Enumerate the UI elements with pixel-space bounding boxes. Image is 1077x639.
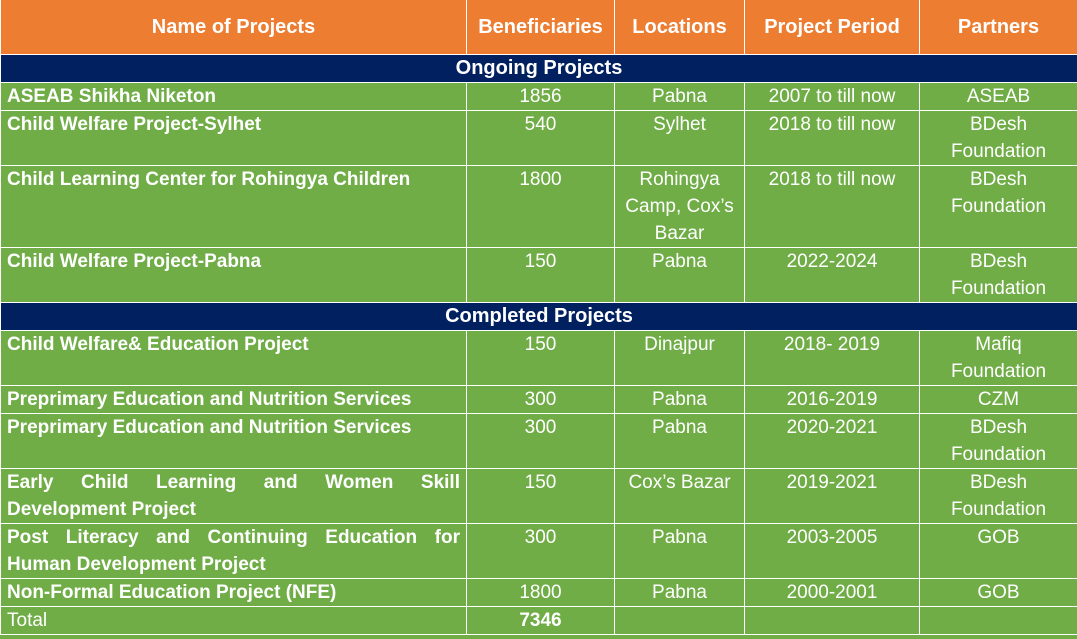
period-cell: 2022-2024: [744, 247, 920, 303]
beneficiaries-cell: 300: [466, 523, 615, 579]
header-beneficiaries: Beneficiaries: [466, 0, 615, 55]
total-label: Total: [0, 606, 467, 635]
table-row: Post Literacy and Continuing Education f…: [0, 523, 1077, 579]
header-name: Name of Projects: [0, 0, 467, 55]
partner-cell: CZM: [919, 385, 1077, 414]
partner-cell: BDesh Foundation: [919, 247, 1077, 303]
beneficiaries-cell: 1800: [466, 165, 615, 248]
total-value: 7346: [466, 606, 615, 635]
period-cell: 2003-2005: [744, 523, 920, 579]
header-row: Name of Projects Beneficiaries Locations…: [0, 0, 1077, 55]
project-name: Child Welfare& Education Project: [0, 330, 467, 386]
project-name: Child Welfare Project-Pabna: [0, 247, 467, 303]
header-locations: Locations: [614, 0, 745, 55]
partner-cell: GOB: [919, 523, 1077, 579]
section-title-completed: Completed Projects: [0, 302, 1077, 331]
table-row: Non-Formal Education Project (NFE) 1800 …: [0, 578, 1077, 607]
location-cell: Dinajpur: [614, 330, 745, 386]
beneficiaries-cell: 150: [466, 247, 615, 303]
period-cell: 2016-2019: [744, 385, 920, 414]
beneficiaries-cell: 300: [466, 385, 615, 414]
empty-cell: [614, 606, 745, 635]
section-row-ongoing: Ongoing Projects: [0, 54, 1077, 83]
location-cell: Rohingya Camp, Cox’s Bazar: [614, 165, 745, 248]
beneficiaries-cell: 150: [466, 468, 615, 524]
section-title-ongoing: Ongoing Projects: [0, 54, 1077, 83]
project-name: ASEAB Shikha Niketon: [0, 82, 467, 111]
project-name: Early Child Learning and Women Skill Dev…: [0, 468, 467, 524]
table-row: Child Welfare Project-Pabna 150 Pabna 20…: [0, 247, 1077, 303]
total-row: Total 7346: [0, 606, 1077, 635]
partner-cell: BDesh Foundation: [919, 468, 1077, 524]
period-cell: 2019-2021: [744, 468, 920, 524]
section-row-completed: Completed Projects: [0, 302, 1077, 331]
partner-cell: BDesh Foundation: [919, 110, 1077, 166]
partner-cell: Mafiq Foundation: [919, 330, 1077, 386]
period-cell: 2018 to till now: [744, 110, 920, 166]
period-cell: 2020-2021: [744, 413, 920, 469]
location-cell: Pabna: [614, 413, 745, 469]
project-name: Preprimary Education and Nutrition Servi…: [0, 413, 467, 469]
partner-cell: BDesh Foundation: [919, 165, 1077, 248]
project-name: Post Literacy and Continuing Education f…: [0, 523, 467, 579]
table-row: Child Welfare& Education Project 150 Din…: [0, 330, 1077, 386]
partner-cell: ASEAB: [919, 82, 1077, 111]
location-cell: Cox’s Bazar: [614, 468, 745, 524]
period-cell: 2007 to till now: [744, 82, 920, 111]
table-row: Early Child Learning and Women Skill Dev…: [0, 468, 1077, 524]
period-cell: 2018 to till now: [744, 165, 920, 248]
location-cell: Sylhet: [614, 110, 745, 166]
project-name: Child Learning Center for Rohingya Child…: [0, 165, 467, 248]
period-cell: 2018- 2019: [744, 330, 920, 386]
header-partners: Partners: [919, 0, 1077, 55]
table-row: Child Welfare Project-Sylhet 540 Sylhet …: [0, 110, 1077, 166]
location-cell: Pabna: [614, 578, 745, 607]
location-cell: Pabna: [614, 385, 745, 414]
location-cell: Pabna: [614, 523, 745, 579]
table-row: ASEAB Shikha Niketon 1856 Pabna 2007 to …: [0, 82, 1077, 111]
empty-cell: [744, 606, 920, 635]
period-cell: 2000-2001: [744, 578, 920, 607]
project-name: Preprimary Education and Nutrition Servi…: [0, 385, 467, 414]
table-row: Preprimary Education and Nutrition Servi…: [0, 413, 1077, 469]
empty-cell: [919, 606, 1077, 635]
table-row: Preprimary Education and Nutrition Servi…: [0, 385, 1077, 414]
beneficiaries-cell: 1856: [466, 82, 615, 111]
header-period: Project Period: [744, 0, 920, 55]
location-cell: Pabna: [614, 82, 745, 111]
beneficiaries-cell: 150: [466, 330, 615, 386]
project-name: Child Welfare Project-Sylhet: [0, 110, 467, 166]
partner-cell: BDesh Foundation: [919, 413, 1077, 469]
partner-cell: GOB: [919, 578, 1077, 607]
table-row: Child Learning Center for Rohingya Child…: [0, 165, 1077, 248]
beneficiaries-cell: 1800: [466, 578, 615, 607]
beneficiaries-cell: 540: [466, 110, 615, 166]
beneficiaries-cell: 300: [466, 413, 615, 469]
project-name: Non-Formal Education Project (NFE): [0, 578, 467, 607]
location-cell: Pabna: [614, 247, 745, 303]
